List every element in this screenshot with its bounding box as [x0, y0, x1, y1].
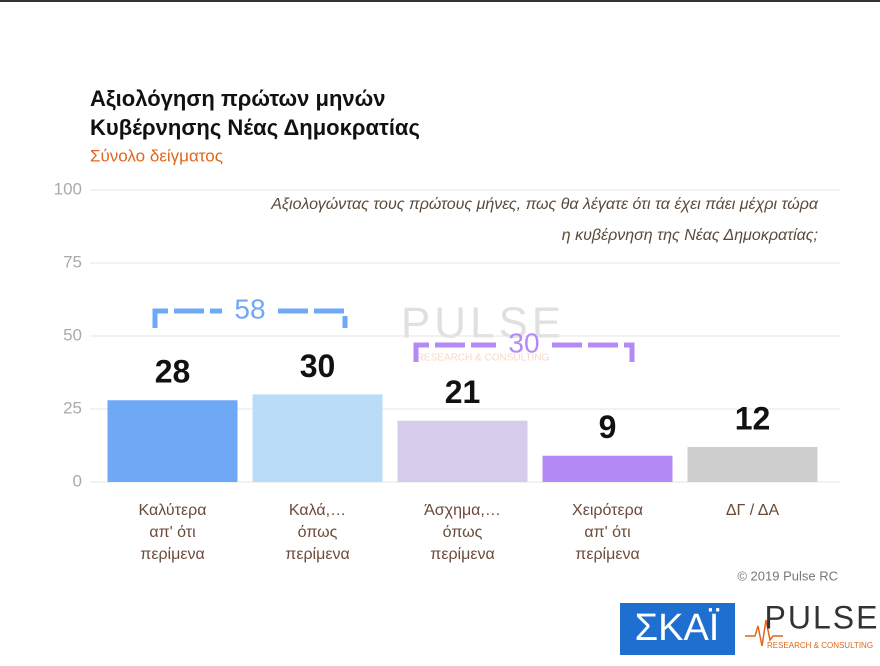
value-label: 28	[155, 354, 191, 390]
bar	[687, 446, 818, 482]
question: η κυβέρνηση της Νέας Δημοκρατίας;	[562, 227, 818, 244]
skai-logo	[620, 603, 735, 655]
footer: © 2019 Pulse RC	[737, 568, 838, 583]
x-tick-label: Καλύτερα απ' ότι περίμενα	[138, 502, 207, 563]
value-label: 21	[445, 374, 481, 410]
value-label: 12	[735, 400, 771, 436]
watermark-sub: RESEARCH & CONSULTING	[417, 353, 550, 364]
bracket	[413, 342, 635, 362]
chart-title: Κυβέρνησης Νέας Δημοκρατίας	[90, 115, 420, 140]
bracket-label: 30	[508, 327, 539, 358]
pulse-logo: PULSE	[765, 599, 880, 635]
bar	[542, 455, 673, 482]
skai-logo-text: ΣΚΑΪ	[635, 607, 720, 649]
x-tick-label: ΔΓ / ΔΑ	[725, 502, 780, 519]
x-tick-label: Καλά,… όπως περίμενα	[285, 502, 350, 563]
question: Αξιολογώντας τους πρώτους μήνες, πως θα …	[270, 196, 819, 213]
watermark-title: PULSE	[401, 299, 565, 348]
value-label: 9	[599, 409, 617, 445]
pulse-logo-wave	[745, 619, 783, 647]
bar	[107, 400, 238, 482]
y-tick-label: 0	[73, 471, 82, 490]
watermark: PULSE RESEARCH & CONSULTING	[401, 299, 565, 364]
chart-subtitle: Σύνολο δείγματος	[90, 146, 223, 165]
bar	[252, 394, 383, 482]
value-label: 30	[300, 348, 336, 384]
bracket-label: 58	[234, 293, 265, 324]
y-tick-label: 50	[63, 325, 82, 344]
y-tick-label: 100	[54, 179, 82, 198]
chart-title: Αξιολόγηση πρώτων μηνών	[90, 86, 385, 111]
x-tick-label: Χειρότερα απ' ότι περίμενα	[572, 502, 643, 563]
bar	[397, 420, 528, 482]
y-tick-label: 75	[63, 252, 82, 271]
pulse-logo-sub: RESEARCH & CONSULTING	[767, 641, 873, 650]
x-tick-label: Άσχημα,… όπως περίμενα	[424, 502, 501, 563]
bracket	[152, 308, 348, 328]
y-tick-label: 25	[63, 398, 82, 417]
